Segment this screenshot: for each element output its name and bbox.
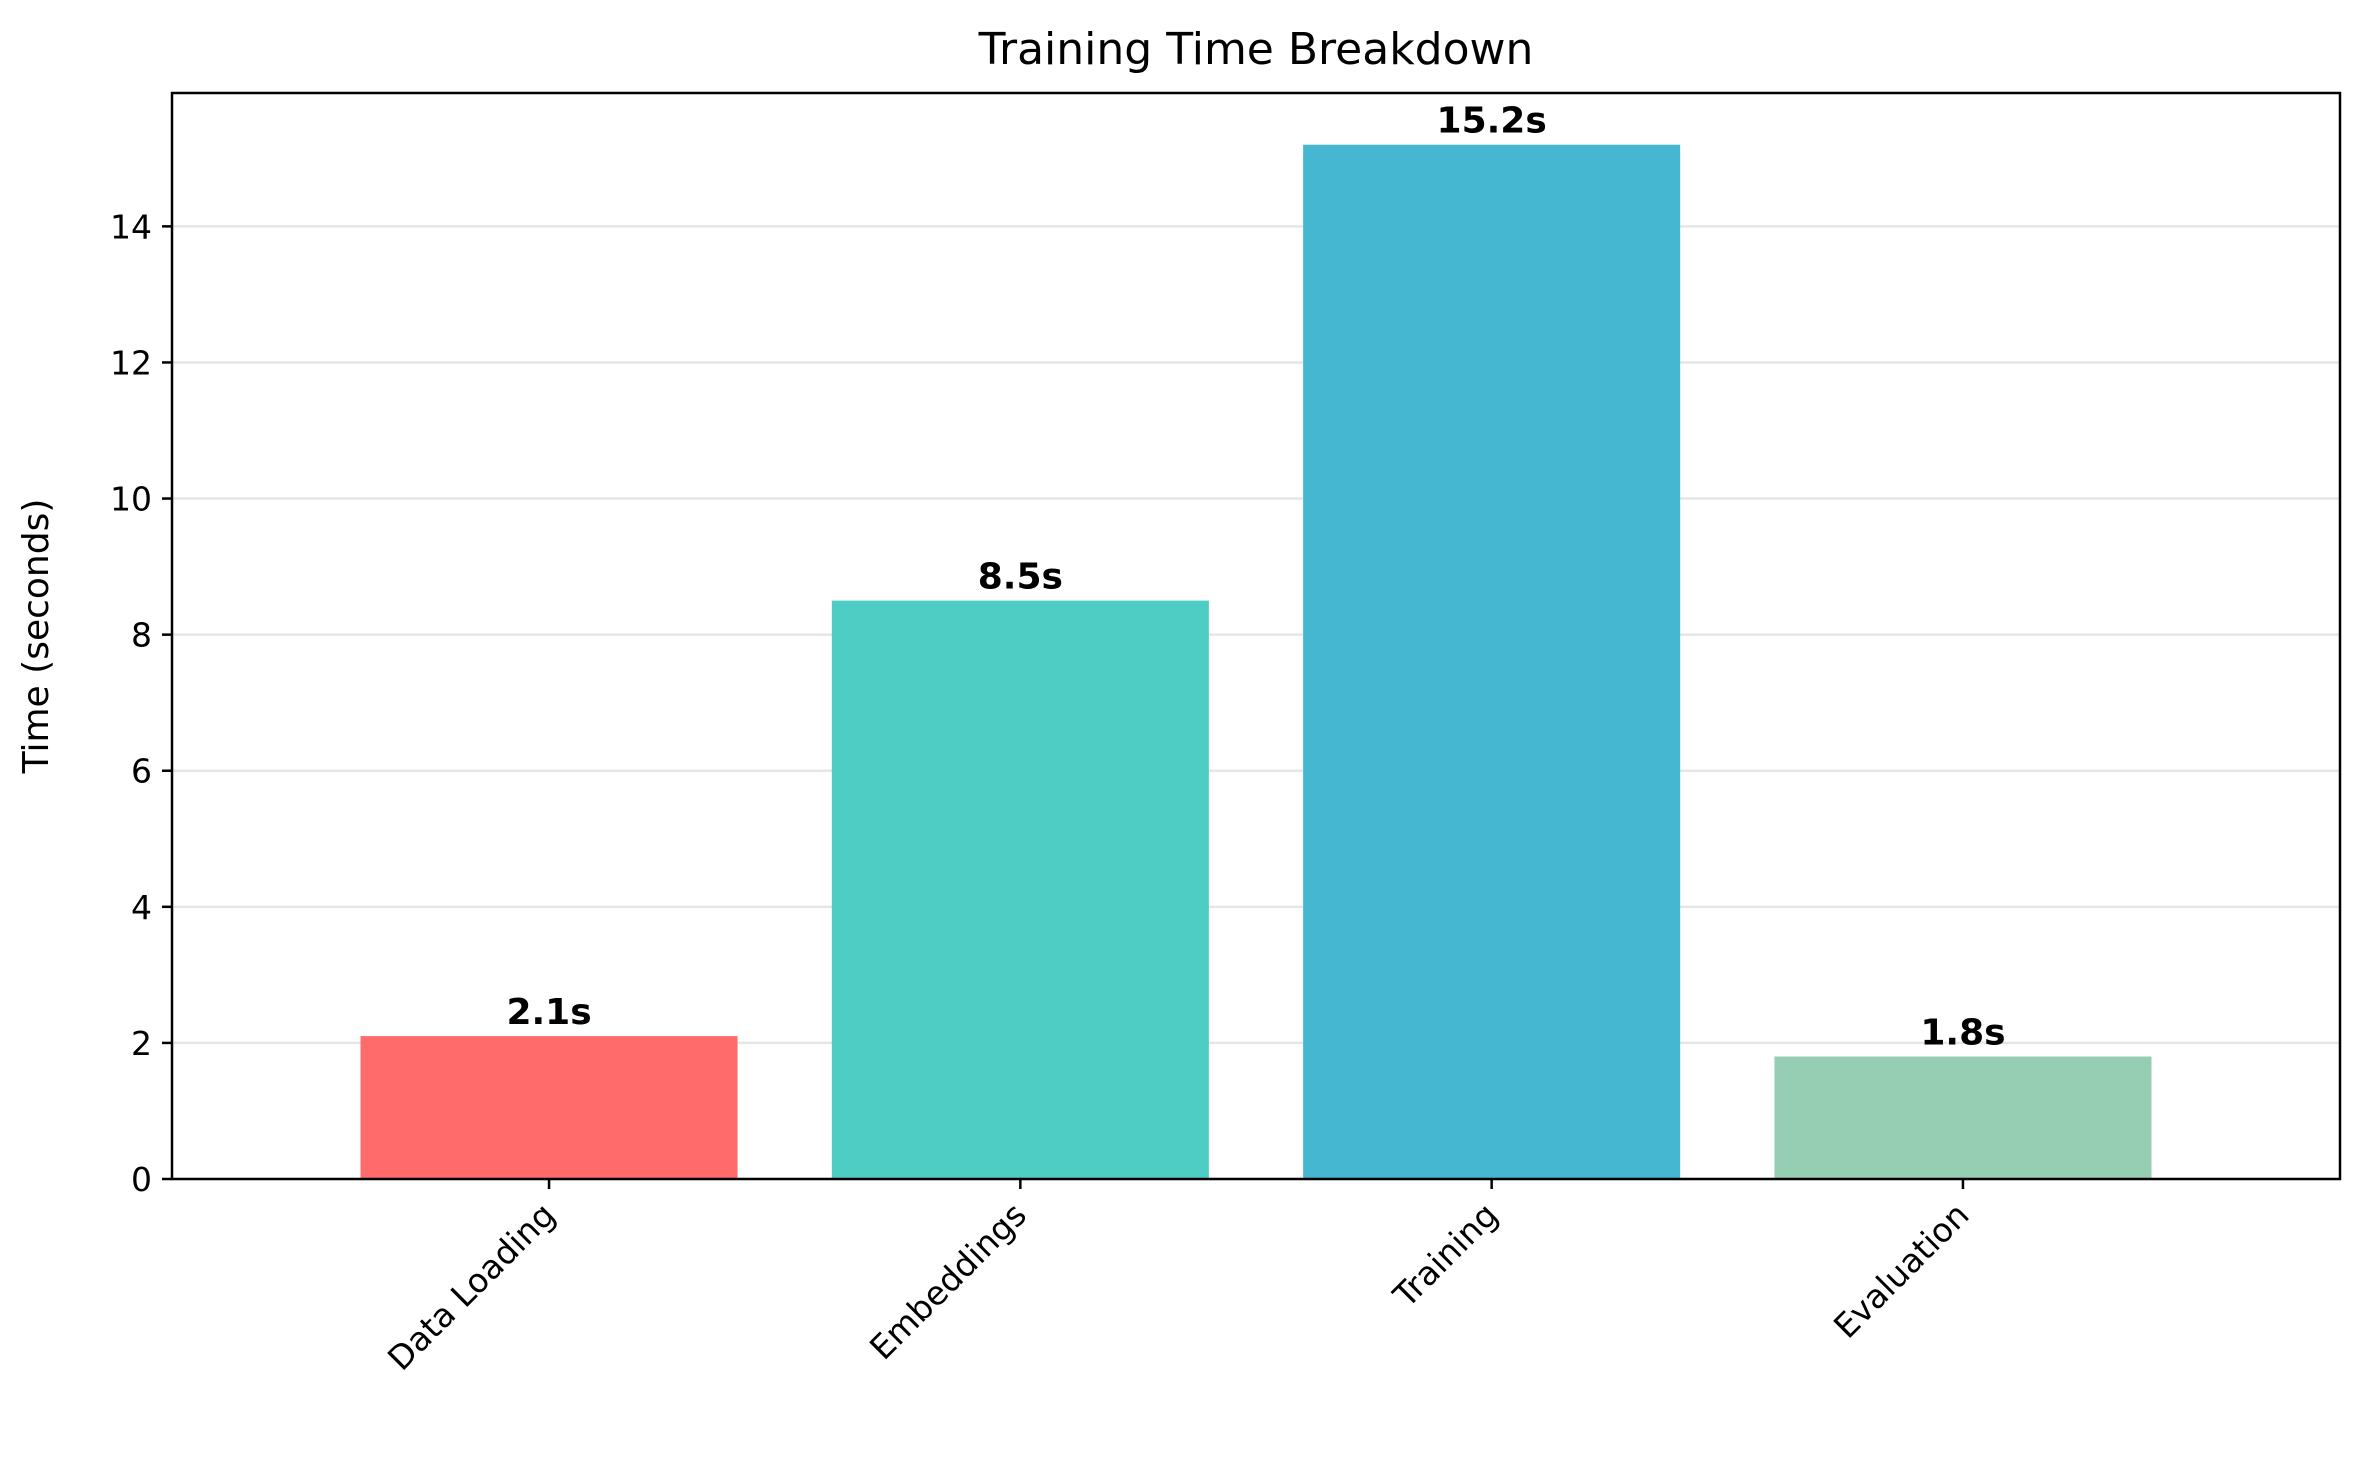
- bar-evaluation: [1774, 1056, 2152, 1179]
- data-label: 2.1s: [506, 992, 591, 1033]
- data-label: 8.5s: [978, 557, 1063, 598]
- y-tick-label: 8: [131, 616, 152, 655]
- bar-embeddings: [831, 600, 1209, 1179]
- y-tick-label: 14: [110, 207, 152, 246]
- bars-group: [360, 144, 2152, 1180]
- y-tick-label: 0: [131, 1160, 152, 1199]
- y-axis-label: Time (seconds): [16, 499, 57, 775]
- y-axis-ticks: 0 2 4 6 8 10 12 14: [110, 207, 172, 1199]
- data-label: 15.2s: [1437, 101, 1547, 142]
- bar-training: [1303, 144, 1681, 1180]
- y-tick-label: 10: [110, 480, 152, 519]
- plot-area-frame: [170, 91, 2342, 1181]
- bar-data-loading: [360, 1036, 738, 1179]
- data-labels-group: 2.1s 8.5s 15.2s 1.8s: [506, 101, 2005, 1054]
- data-label: 1.8s: [1920, 1013, 2005, 1054]
- y-tick-label: 6: [131, 752, 152, 791]
- y-tick-label: 12: [110, 343, 152, 382]
- chart-title: Training Time Breakdown: [978, 24, 1534, 75]
- y-tick-label: 2: [131, 1024, 152, 1063]
- y-tick-label: 4: [131, 888, 152, 927]
